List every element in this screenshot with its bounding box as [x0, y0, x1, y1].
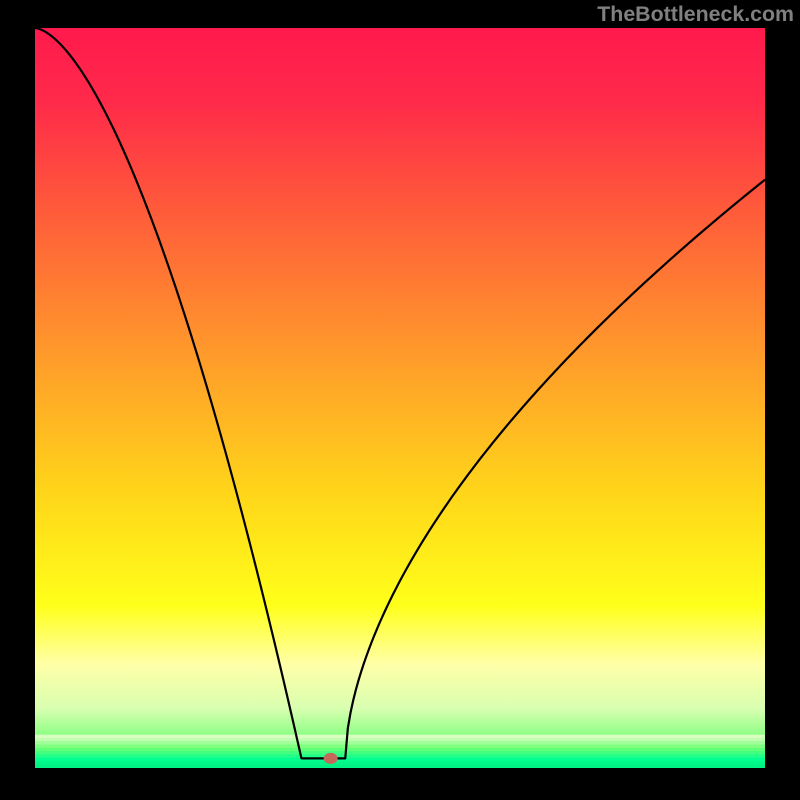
plot-area [35, 28, 765, 768]
watermark-text: TheBottleneck.com [597, 2, 794, 27]
optimal-marker [324, 753, 338, 764]
chart-container: TheBottleneck.com [0, 0, 800, 800]
green-band [35, 735, 765, 768]
bottleneck-chart [0, 0, 800, 800]
